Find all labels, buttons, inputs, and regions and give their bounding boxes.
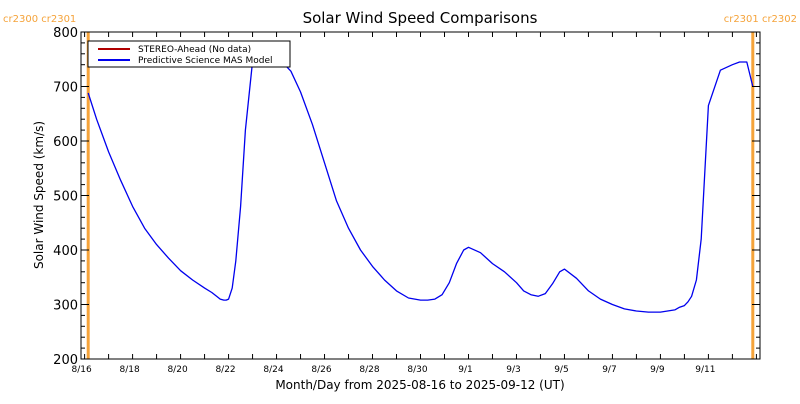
x-tick-label: 8/24 [263,365,283,375]
y-tick-label: 600 [53,135,78,150]
x-tick-label: 8/16 [71,365,91,375]
y-tick-label: 500 [53,190,78,205]
x-tick-label: 9/1 [458,365,472,375]
x-tick-label: 8/20 [167,365,187,375]
y-tick-label: 700 [53,81,78,96]
x-axis-label: Month/Day from 2025-08-16 to 2025-09-12 … [275,378,564,392]
x-tick-label: 9/3 [506,365,520,375]
y-axis-label: Solar Wind Speed (km/s) [32,121,46,269]
series-line-mas-model [87,60,754,313]
legend-label-mas-model: Predictive Science MAS Model [138,56,273,66]
plot-lines [87,60,754,313]
x-tick-label: 9/9 [650,365,665,375]
axes: 200 300 400 500 600 700 800 8/16 8/18 8/20 8/22 8/2… [53,26,761,375]
legend-label-stereo: STEREO-Ahead (No data) [138,45,251,55]
x-tick-label: 8/28 [359,365,379,375]
y-tick-label: 800 [53,26,78,41]
x-tick-label: 9/11 [695,365,715,375]
y-tick-label: 300 [53,299,78,314]
legend-box [87,40,291,68]
carrington-marker-label: cr2300 cr2301 [3,14,76,25]
chart-title: Solar Wind Speed Comparisons [303,9,538,27]
x-tick-label: 8/30 [407,365,427,375]
x-tick-label: 8/26 [311,365,331,375]
y-tick-label: 400 [53,244,78,259]
x-tick-label: 9/7 [602,365,616,375]
x-tick-label: 8/18 [119,365,139,375]
x-tick-label: 9/5 [554,365,568,375]
legend: STEREO-Ahead (No data) Predictive Scienc… [87,40,291,68]
carrington-marker-label: cr2301 cr2302 [724,14,797,25]
y-tick-label: 200 [53,353,78,368]
x-tick-label: 8/22 [215,365,235,375]
